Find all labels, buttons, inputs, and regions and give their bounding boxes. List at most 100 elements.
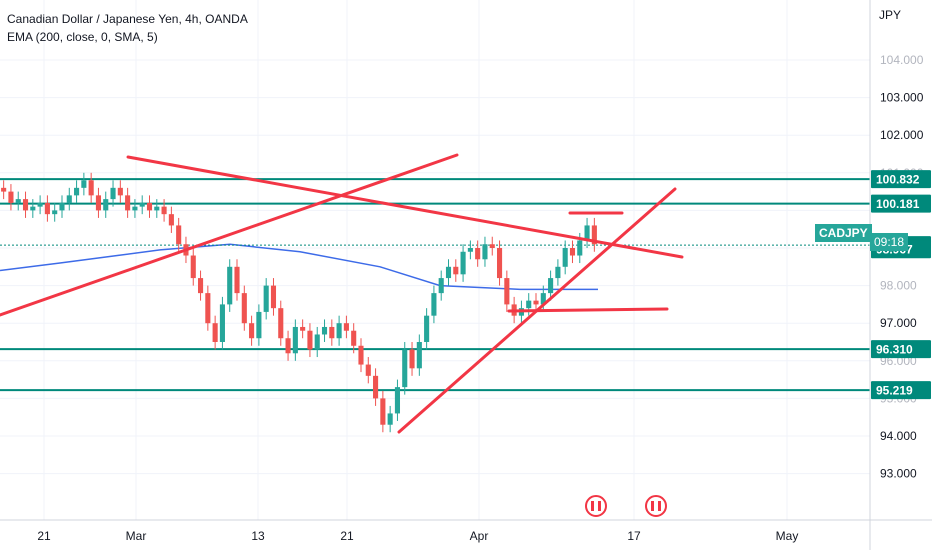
candle-body bbox=[146, 202, 153, 211]
candle-body bbox=[190, 255, 196, 279]
candle-body bbox=[314, 334, 320, 350]
candle-body bbox=[95, 195, 102, 211]
candle-body bbox=[533, 300, 539, 305]
candle-body bbox=[351, 330, 357, 346]
level-label: 100.181 bbox=[876, 197, 920, 211]
candle-body bbox=[438, 278, 444, 294]
candle-body bbox=[402, 349, 408, 388]
price-tick-label: 104.000 bbox=[880, 53, 924, 67]
candle-body bbox=[117, 187, 123, 196]
candle-body bbox=[292, 326, 298, 354]
candle-body bbox=[154, 206, 160, 211]
candle-body bbox=[358, 345, 364, 365]
candle-body bbox=[460, 251, 466, 275]
candle-body bbox=[30, 206, 36, 211]
candle-body bbox=[1, 187, 7, 192]
candle-body bbox=[431, 293, 437, 316]
candle-body bbox=[110, 187, 116, 200]
candle-body bbox=[475, 248, 481, 260]
trendline bbox=[126, 155, 684, 259]
time-tick-label: May bbox=[776, 529, 799, 543]
candle-body bbox=[212, 323, 218, 342]
currency-label: JPY bbox=[879, 8, 902, 22]
trendline bbox=[507, 307, 669, 313]
candle-body bbox=[394, 387, 401, 414]
candle-body bbox=[373, 375, 379, 399]
candle-body bbox=[197, 278, 204, 294]
candle-body bbox=[409, 349, 415, 369]
flag-stripe bbox=[594, 501, 598, 511]
price-axis[interactable]: 103.000 102.000 97.000 94.000 93.000 104.000 1… bbox=[869, 0, 931, 550]
candle-body bbox=[343, 323, 349, 331]
price-tick-label: 102.000 bbox=[880, 128, 924, 142]
candle-body bbox=[285, 338, 291, 354]
candle-body bbox=[504, 278, 510, 305]
level-label: 100.832 bbox=[876, 173, 920, 187]
candle-body bbox=[329, 326, 335, 339]
price-tick-label: 97.000 bbox=[880, 316, 917, 330]
candle-body bbox=[161, 206, 167, 215]
candle-body bbox=[548, 278, 554, 294]
candle-body bbox=[416, 342, 422, 369]
candle-body bbox=[424, 315, 430, 342]
candle-body bbox=[59, 202, 65, 211]
time-axis[interactable]: 21 Mar 13 21 Apr 17 May bbox=[0, 519, 932, 543]
candle-body bbox=[569, 248, 576, 256]
levels-layer bbox=[0, 178, 870, 392]
candle-body bbox=[365, 364, 371, 376]
trendlines-layer bbox=[0, 153, 684, 434]
candle-body bbox=[15, 199, 21, 203]
candle-body bbox=[176, 225, 182, 245]
symbol-badge: CADJPY bbox=[815, 224, 872, 242]
time-tick-label: Mar bbox=[126, 529, 147, 543]
candle-body bbox=[555, 266, 561, 279]
candle-body bbox=[540, 293, 546, 305]
time-tick-label: 21 bbox=[37, 529, 51, 543]
candle-body bbox=[453, 266, 459, 275]
countdown-label: 09:18 bbox=[870, 233, 909, 251]
grid bbox=[0, 0, 870, 520]
level-badge bbox=[871, 170, 931, 189]
ema-layer bbox=[0, 243, 598, 291]
candle-body bbox=[307, 330, 313, 350]
price-tick-label: 93.000 bbox=[880, 467, 917, 481]
ema-200-line bbox=[0, 243, 598, 291]
candle-body bbox=[387, 413, 393, 425]
candle-body bbox=[263, 285, 269, 312]
candle-body bbox=[526, 300, 532, 309]
candle-body bbox=[270, 285, 277, 309]
price-tick-label: 98.000 bbox=[880, 279, 917, 293]
level-label: 95.219 bbox=[876, 384, 913, 398]
candle-body bbox=[103, 199, 109, 211]
price-tick-label: 94.000 bbox=[880, 429, 917, 443]
level-badge bbox=[871, 194, 931, 213]
candle-body bbox=[219, 304, 225, 342]
candle-body bbox=[577, 240, 583, 256]
candle-body bbox=[8, 191, 14, 203]
price-tick-label: 103.000 bbox=[880, 91, 924, 105]
candle-body bbox=[489, 244, 495, 248]
candle-body bbox=[256, 311, 262, 339]
candle-body bbox=[482, 244, 488, 260]
candle-body bbox=[125, 195, 131, 211]
candle-body bbox=[591, 225, 597, 245]
events-layer bbox=[585, 495, 667, 517]
candle-body bbox=[22, 199, 29, 211]
candle-body bbox=[88, 180, 94, 196]
candle-body bbox=[445, 266, 452, 279]
candle-body bbox=[300, 326, 306, 331]
indicator-label[interactable]: EMA (200, close, 0, SMA, 5) bbox=[7, 30, 158, 44]
candle-body bbox=[241, 293, 247, 324]
candle-body bbox=[584, 225, 590, 241]
level-badge bbox=[871, 340, 931, 359]
level-badge bbox=[871, 381, 931, 400]
candle-body bbox=[562, 248, 568, 267]
time-tick-label: 21 bbox=[340, 529, 354, 543]
candle-body bbox=[249, 323, 255, 339]
candle-body bbox=[321, 326, 328, 335]
candle-body bbox=[205, 293, 211, 324]
candle-body bbox=[66, 195, 72, 203]
candle-body bbox=[467, 248, 473, 252]
